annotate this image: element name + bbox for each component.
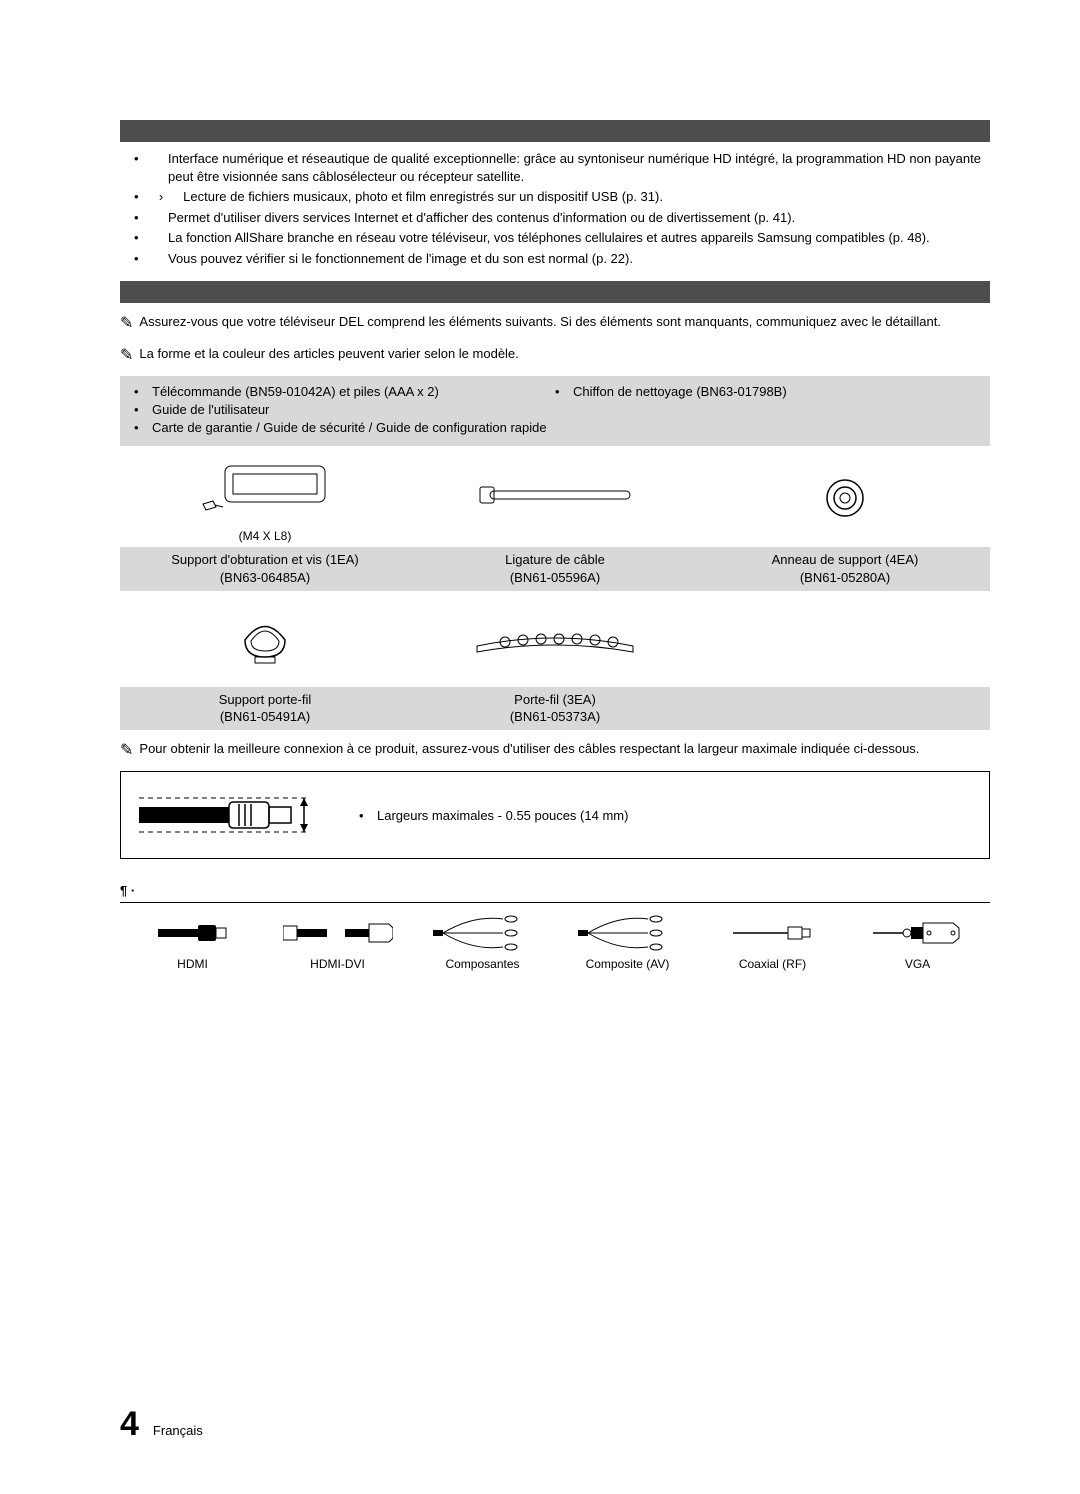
cable-types-row: HDMI HDMI-DVI Composantes — [120, 913, 990, 971]
accessories-table-1: (M4 X L8) Support d'obturation et vis (1… — [120, 452, 990, 590]
input-cables-header: ¶ · — [120, 883, 990, 903]
cable-type-col: HDMI — [120, 913, 265, 971]
included-col-right: • Chiffon de nettoyage (BN63-01798B) — [555, 384, 976, 438]
cable-tie-icon — [470, 483, 640, 513]
accessories-table-2: Support porte-fil (BN61-05491A) Porte-fi… — [120, 597, 990, 730]
accessory-name: Anneau de support (4EA) — [704, 551, 986, 569]
hdmi-dvi-cable-icon — [265, 913, 410, 953]
note-text: Assurez-vous que votre téléviseur DEL co… — [139, 313, 990, 331]
accessory-image-cell — [700, 597, 990, 687]
note-text: Pour obtenir la meilleure connexion à ce… — [139, 740, 990, 758]
included-items-box: • Télécommande (BN59-01042A) et piles (A… — [120, 376, 990, 446]
feature-prefix: › — [148, 188, 183, 206]
feature-item: • Vous pouvez vérifier si le fonctionnem… — [134, 250, 990, 268]
accessory-part: (BN63-06485A) — [124, 569, 406, 587]
note-row: ✎ Assurez-vous que votre téléviseur DEL … — [120, 313, 990, 335]
component-cable-icon — [410, 913, 555, 953]
included-item-text: Télécommande (BN59-01042A) et piles (AAA… — [152, 384, 439, 399]
accessory-part: (BN61-05280A) — [704, 569, 986, 587]
composite-cable-icon — [555, 913, 700, 953]
cable-type-col: VGA — [845, 913, 990, 971]
accessory-name: Porte-fil (3EA) — [414, 691, 696, 709]
cable-type-col: Coaxial (RF) — [700, 913, 845, 971]
note-row: ✎ Pour obtenir la meilleure connexion à … — [120, 740, 990, 762]
bullet-dot: • — [134, 209, 148, 227]
note-text: La forme et la couleur des articles peuv… — [139, 345, 990, 363]
coaxial-cable-icon — [700, 913, 845, 953]
cable-width-box: • Largeurs maximales - 0.55 pouces (14 m… — [120, 771, 990, 859]
screw-spec: (M4 X L8) — [124, 529, 406, 543]
accessory-image-cell: (M4 X L8) — [120, 452, 410, 547]
cable-type-label: HDMI — [120, 957, 265, 971]
cable-width-text: Largeurs maximales - 0.55 pouces (14 mm) — [377, 808, 628, 823]
feature-text: Interface numérique et réseautique de qu… — [168, 150, 990, 185]
cable-width-diagram — [139, 790, 319, 840]
bullet-dot: • — [134, 188, 148, 206]
included-item: • Télécommande (BN59-01042A) et piles (A… — [134, 384, 555, 399]
feature-item: • Permet d'utiliser divers services Inte… — [134, 209, 990, 227]
cable-type-label: Composite (AV) — [555, 957, 700, 971]
cable-type-col: Composite (AV) — [555, 913, 700, 971]
accessory-part: (BN61-05373A) — [414, 708, 696, 726]
bullet-dot: • — [134, 150, 148, 168]
feature-text: La fonction AllShare branche en réseau v… — [168, 229, 990, 247]
accessory-label-cell: Porte-fil (3EA) (BN61-05373A) — [410, 687, 700, 730]
included-item-text: Carte de garantie / Guide de sécurité / … — [152, 420, 547, 435]
note-row: ✎ La forme et la couleur des articles pe… — [120, 345, 990, 367]
feature-item: • Interface numérique et réseautique de … — [134, 150, 990, 185]
note-icon: ✎ — [120, 345, 133, 367]
feature-text: Vous pouvez vérifier si le fonctionnemen… — [168, 250, 990, 268]
accessory-image-cell — [120, 597, 410, 687]
included-col-left: • Télécommande (BN59-01042A) et piles (A… — [134, 384, 555, 438]
holder-ring-icon — [815, 473, 875, 523]
accessory-image-cell — [410, 452, 700, 547]
note-icon: ✎ — [120, 740, 133, 762]
feature-item: • La fonction AllShare branche en réseau… — [134, 229, 990, 247]
cable-type-label: VGA — [845, 957, 990, 971]
bullet-dot: • — [134, 250, 148, 268]
feature-text: Permet d'utiliser divers services Intern… — [168, 209, 990, 227]
accessory-image-cell — [410, 597, 700, 687]
accessory-name: Support d'obturation et vis (1EA) — [124, 551, 406, 569]
included-item: • Chiffon de nettoyage (BN63-01798B) — [555, 384, 976, 399]
holder-wire-icon — [465, 620, 645, 660]
hdmi-cable-icon — [120, 913, 265, 953]
accessory-label-cell: Anneau de support (4EA) (BN61-05280A) — [700, 547, 990, 590]
accessory-name: Ligature de câble — [414, 551, 696, 569]
page-footer: 4 Français — [120, 1405, 203, 1444]
bullet-dot: • — [134, 229, 148, 247]
accessory-label-cell: Support d'obturation et vis (1EA) (BN63-… — [120, 547, 410, 590]
bullet-dot: • — [359, 808, 377, 823]
holder-wire-stand-icon — [225, 605, 305, 675]
blanking-bracket-icon — [185, 456, 345, 526]
cable-type-col: HDMI-DVI — [265, 913, 410, 971]
accessory-label-cell: Ligature de câble (BN61-05596A) — [410, 547, 700, 590]
page-language: Français — [153, 1423, 203, 1438]
vga-cable-icon — [845, 913, 990, 953]
feature-item: • › Lecture de fichiers musicaux, photo … — [134, 188, 990, 206]
cable-width-text-row: • Largeurs maximales - 0.55 pouces (14 m… — [359, 808, 628, 823]
included-item: • Guide de l'utilisateur — [134, 402, 555, 417]
feature-text: Lecture de fichiers musicaux, photo et f… — [183, 188, 990, 206]
accessory-part: (BN61-05596A) — [414, 569, 696, 587]
accessory-name: Support porte-fil — [124, 691, 406, 709]
included-item: • Carte de garantie / Guide de sécurité … — [134, 420, 555, 435]
page-number: 4 — [120, 1405, 139, 1444]
cable-type-col: Composantes — [410, 913, 555, 971]
included-item-text: Chiffon de nettoyage (BN63-01798B) — [573, 384, 787, 399]
section-bar-features — [120, 120, 990, 142]
accessory-image-cell — [700, 452, 990, 547]
cable-type-label: Composantes — [410, 957, 555, 971]
cable-type-label: HDMI-DVI — [265, 957, 410, 971]
cable-type-label: Coaxial (RF) — [700, 957, 845, 971]
accessory-label-cell: Support porte-fil (BN61-05491A) — [120, 687, 410, 730]
note-icon: ✎ — [120, 313, 133, 335]
included-item-text: Guide de l'utilisateur — [152, 402, 269, 417]
features-list: • Interface numérique et réseautique de … — [134, 150, 990, 267]
accessory-label-cell — [700, 687, 990, 730]
accessory-part: (BN61-05491A) — [124, 708, 406, 726]
section-bar-accessories — [120, 281, 990, 303]
